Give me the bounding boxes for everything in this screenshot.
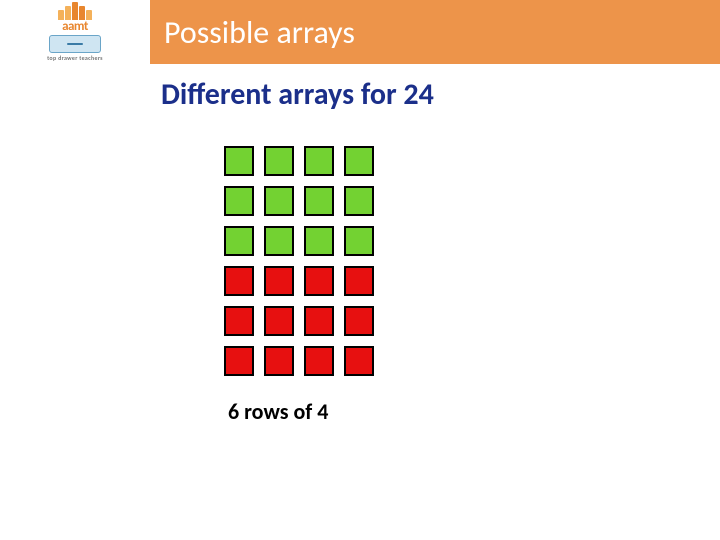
array-cell	[224, 266, 254, 296]
array-row	[224, 346, 374, 376]
array-cell	[264, 226, 294, 256]
logo-bar-icon	[72, 2, 78, 20]
logo-bar-icon	[65, 6, 71, 20]
array-cell	[264, 266, 294, 296]
page-title: Possible arrays	[164, 13, 355, 52]
array-cell	[264, 186, 294, 216]
array-cell	[224, 306, 254, 336]
array-cell	[224, 226, 254, 256]
subtitle: Different arrays for 24	[161, 76, 434, 113]
header-bar: aamt top drawer teachers Possible arrays	[0, 0, 720, 64]
array-cell	[304, 266, 334, 296]
array-cell	[264, 306, 294, 336]
array-cell	[304, 306, 334, 336]
array-row	[224, 226, 374, 256]
array-row	[224, 146, 374, 176]
array-cell	[224, 146, 254, 176]
array-cell	[344, 346, 374, 376]
array-row	[224, 186, 374, 216]
array-cell	[344, 186, 374, 216]
array-cell	[344, 266, 374, 296]
array-cell	[304, 186, 334, 216]
array-cell	[344, 226, 374, 256]
array-row	[224, 306, 374, 336]
array-caption: 6 rows of 4	[228, 398, 328, 425]
logo-drawer-icon	[49, 35, 101, 53]
array-cell	[304, 146, 334, 176]
array-cell	[344, 146, 374, 176]
title-area: Possible arrays	[150, 0, 720, 64]
array-cell	[224, 346, 254, 376]
array-cell	[224, 186, 254, 216]
array-cell	[344, 306, 374, 336]
array-diagram	[224, 146, 374, 376]
logo-text: aamt	[62, 19, 88, 34]
logo-subtext: top drawer teachers	[47, 54, 103, 62]
logo-area: aamt top drawer teachers	[0, 0, 150, 64]
array-row	[224, 266, 374, 296]
logo-aamt-bars	[58, 2, 92, 20]
array-cell	[264, 346, 294, 376]
array-cell	[304, 226, 334, 256]
array-cell	[264, 146, 294, 176]
array-cell	[304, 346, 334, 376]
logo-bar-icon	[79, 6, 85, 20]
